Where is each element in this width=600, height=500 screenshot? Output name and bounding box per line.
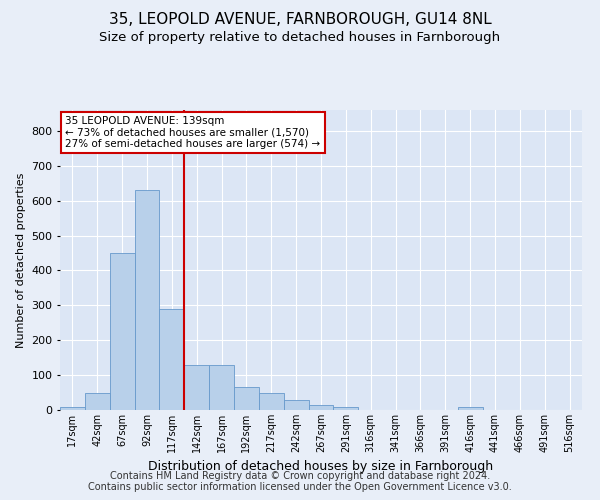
Bar <box>458 406 482 410</box>
Y-axis label: Number of detached properties: Number of detached properties <box>16 172 26 348</box>
Bar <box>284 400 308 410</box>
Text: Contains HM Land Registry data © Crown copyright and database right 2024.
Contai: Contains HM Land Registry data © Crown c… <box>88 471 512 492</box>
Bar <box>234 388 259 410</box>
Bar <box>160 309 184 410</box>
Text: Size of property relative to detached houses in Farnborough: Size of property relative to detached ho… <box>100 31 500 44</box>
Text: 35, LEOPOLD AVENUE, FARNBOROUGH, GU14 8NL: 35, LEOPOLD AVENUE, FARNBOROUGH, GU14 8N… <box>109 12 491 28</box>
Bar <box>184 364 209 410</box>
Bar <box>60 406 85 410</box>
Bar <box>209 364 234 410</box>
Bar <box>334 406 358 410</box>
Bar <box>259 392 284 410</box>
Bar <box>85 392 110 410</box>
Text: 35 LEOPOLD AVENUE: 139sqm
← 73% of detached houses are smaller (1,570)
27% of se: 35 LEOPOLD AVENUE: 139sqm ← 73% of detac… <box>65 116 320 149</box>
Bar <box>110 253 134 410</box>
Bar <box>308 405 334 410</box>
X-axis label: Distribution of detached houses by size in Farnborough: Distribution of detached houses by size … <box>148 460 494 473</box>
Bar <box>134 190 160 410</box>
